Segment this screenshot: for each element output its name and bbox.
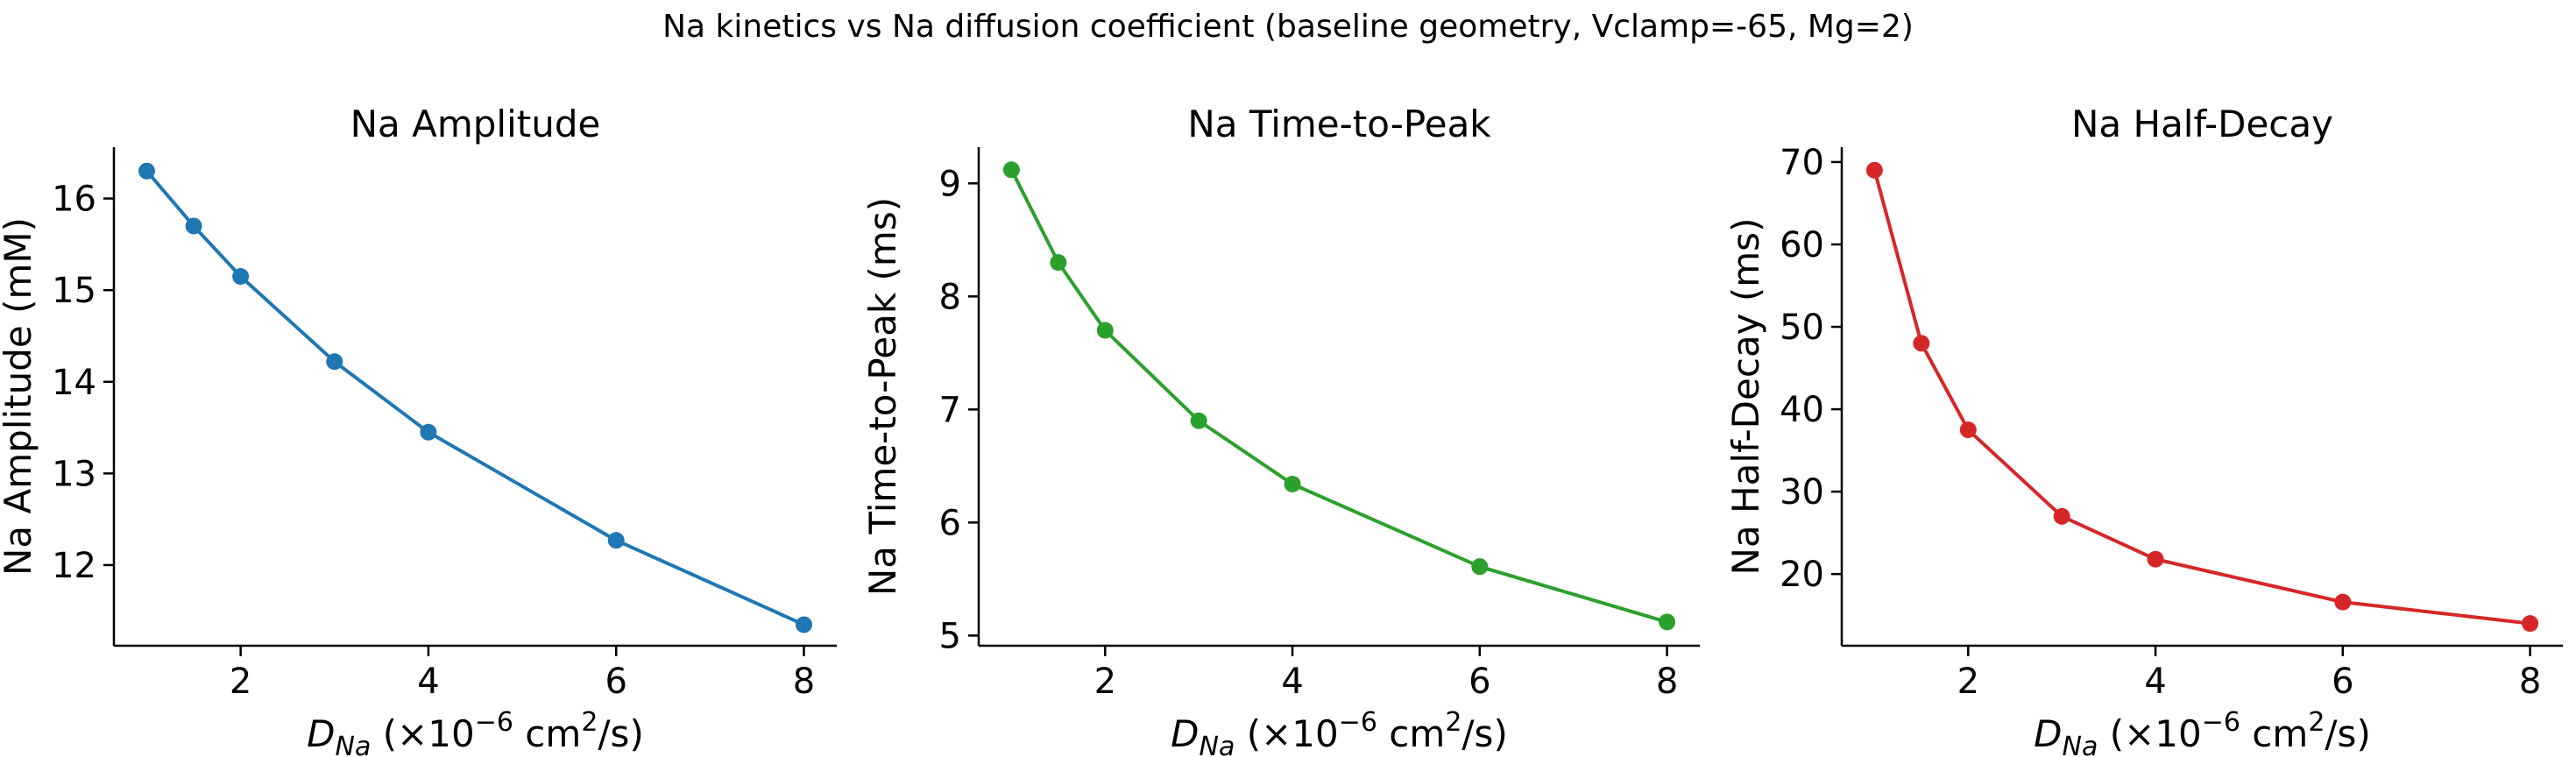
x-axis-label-part: (×10 (1235, 712, 1338, 755)
data-point (2334, 593, 2352, 611)
chart-panel-half-decay: Na Half-Decay 2 4 6 8 20 30 40 50 60 70 Na Half-Dec… (1724, 103, 2563, 757)
chart-panels: Na Amplitude 2 4 6 8 12 13 14 15 16 Na Amplitude (… (0, 103, 2563, 757)
x-axis-label-part: Na (1200, 732, 1235, 757)
y-tick-label: 70 (1780, 143, 1824, 183)
x-axis-label-part: Na (336, 732, 372, 757)
data-point (796, 616, 812, 633)
x-axis-label: DNa (×10−6 cm2/s) (307, 707, 644, 757)
x-axis-label-part: (×10 (2098, 712, 2201, 755)
x-axis-label: DNa (×10−6 cm2/s) (1171, 707, 1508, 757)
x-axis-label: DNa (×10−6 cm2/s) (2034, 707, 2371, 757)
data-point (1659, 613, 1676, 631)
x-axis-label-part: D (307, 712, 335, 755)
data-point (185, 217, 202, 235)
y-tick-label: 15 (52, 271, 96, 311)
x-axis-label-part: 2 (581, 707, 598, 738)
x-axis-label-part: −6 (475, 707, 513, 738)
data-point (2522, 615, 2539, 633)
y-tick-label: 20 (1780, 555, 1824, 595)
x-tick-label: 2 (1957, 661, 1979, 702)
series-line (1009, 168, 1668, 624)
data-point (232, 267, 250, 285)
data-point (2147, 550, 2164, 568)
series-line (1872, 169, 2530, 626)
x-tick-label: 2 (230, 661, 251, 702)
y-tick-label: 6 (939, 503, 961, 543)
y-tick-label: 60 (1780, 225, 1824, 265)
chart-title: Na Half-Decay (2071, 103, 2333, 145)
x-axis-label-part: 2 (2308, 707, 2325, 738)
chart-panel-time-to-peak: Na Time-to-Peak 2 4 6 8 5 6 7 8 9 Na Time-to-Peak … (861, 103, 1700, 757)
data-point (1284, 475, 1301, 492)
x-axis-label-part: /s) (1461, 712, 1507, 755)
y-tick-label: 14 (52, 363, 96, 403)
x-tick-label: 6 (1468, 661, 1490, 702)
y-tick-label: 50 (1780, 308, 1824, 348)
data-point (2053, 507, 2070, 525)
data-point (1002, 161, 1020, 179)
x-axis-label-part: cm (513, 712, 581, 755)
x-axis-label-part: 2 (1445, 707, 1461, 738)
data-point (420, 423, 437, 441)
y-tick-label: 40 (1780, 390, 1824, 430)
data-point (1471, 558, 1489, 576)
x-tick-label: 8 (2519, 661, 2541, 702)
x-tick-label: 2 (1094, 661, 1116, 702)
chart-title: Na Time-to-Peak (1187, 103, 1491, 145)
chart-title: Na Amplitude (350, 103, 601, 145)
data-point (1913, 335, 1930, 352)
y-tick-label: 16 (52, 180, 96, 220)
x-tick-label: 4 (1281, 661, 1303, 702)
data-point (326, 353, 343, 371)
x-axis-label-part: cm (1377, 712, 1445, 755)
x-tick-label: 4 (2144, 661, 2166, 702)
x-axis-label-part: Na (2063, 732, 2098, 757)
x-tick-label: 8 (793, 661, 815, 702)
chart-panel-amplitude: Na Amplitude 2 4 6 8 12 13 14 15 16 Na Amplitude (… (0, 103, 837, 757)
y-axis-label: Na Time-to-Peak (ms) (861, 197, 904, 596)
y-tick-label: 13 (52, 454, 96, 494)
y-axis-label: Na Half-Decay (ms) (1724, 218, 1767, 576)
x-tick-label: 6 (2332, 661, 2353, 702)
x-axis-label-part: /s) (598, 712, 643, 755)
figure-suptitle: Na kinetics vs Na diffusion coefficient … (662, 9, 1914, 45)
data-point (1096, 322, 1114, 339)
x-tick-label: 4 (417, 661, 439, 702)
data-point (1050, 254, 1067, 272)
x-axis-label-part: /s) (2325, 712, 2370, 755)
x-axis-label-part: (×10 (371, 712, 474, 755)
x-axis-label-part: −6 (1339, 707, 1377, 738)
data-point (138, 162, 155, 180)
data-point (1959, 421, 1977, 439)
data-point (1190, 412, 1207, 429)
y-tick-label: 8 (939, 277, 961, 317)
x-tick-label: 6 (605, 661, 626, 702)
x-axis-label-part: D (1171, 712, 1199, 755)
x-axis-label-part: D (2034, 712, 2062, 755)
data-point (607, 532, 625, 549)
y-tick-label: 12 (52, 546, 96, 586)
x-axis-label-part: −6 (2202, 707, 2240, 738)
y-tick-label: 30 (1780, 472, 1824, 513)
y-tick-label: 5 (939, 616, 961, 656)
data-point (1865, 161, 1883, 179)
x-axis-label-part: cm (2240, 712, 2308, 755)
x-tick-label: 8 (1656, 661, 1678, 702)
series-line (145, 169, 805, 626)
y-axis-label: Na Amplitude (mM) (0, 217, 39, 576)
y-tick-label: 9 (939, 164, 961, 204)
y-tick-label: 7 (939, 390, 961, 430)
